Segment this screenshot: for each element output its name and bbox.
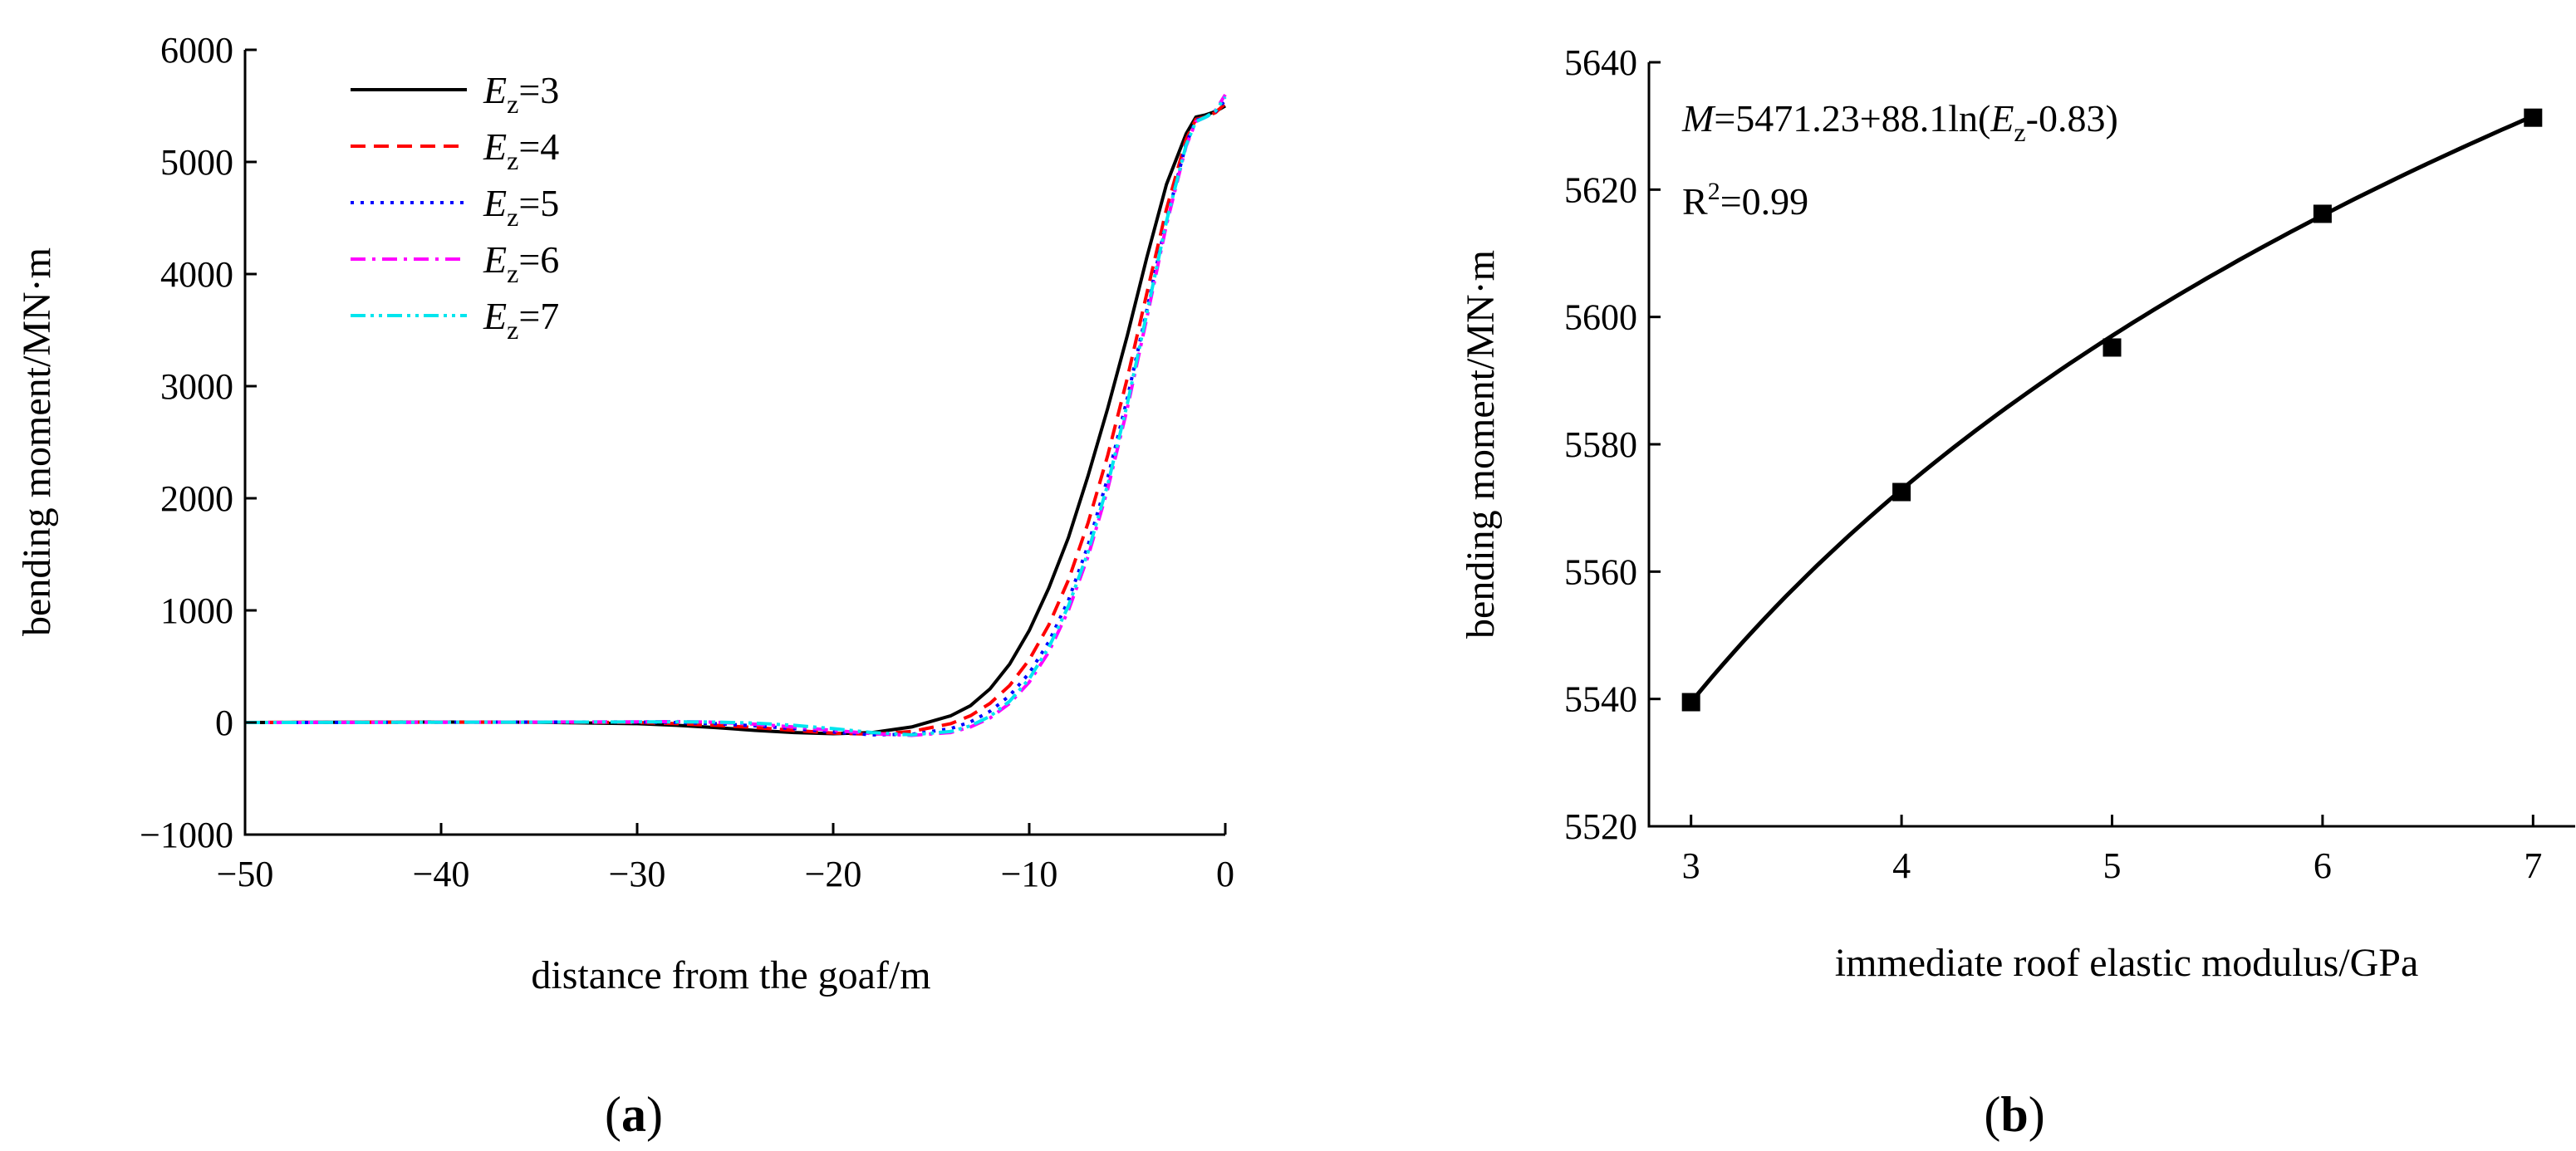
eq-var-e: E — [1990, 97, 2014, 140]
y-tick-label: 1000 — [160, 590, 233, 631]
x-tick-label: 7 — [2524, 845, 2542, 886]
y-tick-label: 2000 — [160, 478, 233, 519]
panel-a-chart: −1000 0 1000 2000 3000 4000 5000 6000 −50 −40 −30… — [15, 30, 1234, 1142]
panel-b-x-axis-title: immediate roof elastic modulus/GPa — [1835, 941, 2419, 985]
panel-a-legend: Ez=3 Ez=4 Ez=5 Ez=6 Ez=7 — [351, 69, 559, 345]
legend-label-ez-5: Ez=5 — [483, 182, 559, 232]
panel-b-data-points — [1681, 108, 2543, 712]
panel-a-y-axis-title: bending moment/MN·m — [15, 247, 59, 636]
series-line-ez-4 — [244, 102, 1227, 737]
legend-label-ez-6: Ez=6 — [483, 238, 559, 288]
y-tick-label: −1000 — [140, 815, 233, 855]
y-tick-label: 5600 — [1564, 297, 1637, 338]
y-tick-label: 5560 — [1564, 551, 1637, 592]
data-point-marker — [2524, 108, 2543, 127]
r2-exp: 2 — [1708, 178, 1720, 205]
x-tick-label: 4 — [1892, 845, 1911, 886]
panel-b-fit-equation: M=5471.23+88.1ln(Ez-0.83) — [1681, 97, 2118, 147]
panel-a-y-ticks: −1000 0 1000 2000 3000 4000 5000 6000 — [140, 30, 257, 855]
y-tick-label: 0 — [215, 703, 233, 743]
r2-base: R — [1682, 180, 1708, 223]
panel-a-x-ticks: −50 −40 −30 −20 −10 0 — [217, 823, 1234, 894]
panel-b-fit-curve — [1689, 114, 2534, 704]
legend-label-ez-4: Ez=4 — [483, 125, 559, 175]
eq-mid: =5471.23+88.1ln( — [1714, 97, 1990, 140]
legend-label-ez-3: Ez=3 — [483, 69, 559, 119]
eq-var-m: M — [1681, 97, 1716, 140]
x-tick-label: 0 — [1216, 854, 1234, 894]
panel-b-r-squared: R2=0.99 — [1682, 178, 1808, 223]
panel-b-x-ticks: 3 4 5 6 7 — [1682, 815, 2542, 886]
y-tick-label: 5000 — [160, 142, 233, 183]
series-line-ez-7 — [244, 96, 1227, 737]
panel-b-chart: 5520 5540 5560 5580 5600 5620 5640 3 4 5 6 7 immed… — [1459, 42, 2575, 1142]
panel-b-y-axis-title: bending moment/MN·m — [1459, 250, 1503, 639]
x-tick-label: −40 — [413, 854, 470, 894]
x-tick-label: 3 — [1682, 845, 1700, 886]
x-tick-label: −20 — [805, 854, 862, 894]
y-tick-label: 4000 — [160, 254, 233, 295]
eq-end: -0.83) — [2026, 97, 2118, 140]
legend-label-ez-7: Ez=7 — [483, 295, 559, 345]
x-tick-label: −30 — [609, 854, 666, 894]
panel-a-series-lines — [244, 93, 1227, 737]
x-tick-label: −10 — [1001, 854, 1058, 894]
y-tick-label: 5620 — [1564, 169, 1637, 210]
eq-sub-z: z — [2014, 117, 2025, 147]
y-tick-label: 3000 — [160, 366, 233, 407]
data-point-marker — [2313, 204, 2332, 223]
panel-b-y-ticks: 5520 5540 5560 5580 5600 5620 5640 — [1564, 42, 1661, 847]
panel-a-x-axis-title: distance from the goaf/m — [531, 953, 930, 997]
panel-a-axes — [243, 50, 1225, 836]
y-tick-label: 5580 — [1564, 424, 1637, 465]
series-line-ez-5 — [244, 99, 1227, 737]
series-line-ez-6 — [244, 93, 1227, 737]
panel-b-label: (b) — [1984, 1087, 2044, 1142]
r2-value: =0.99 — [1720, 180, 1808, 223]
y-tick-label: 5640 — [1564, 42, 1637, 83]
series-line-ez-3 — [244, 104, 1226, 736]
y-tick-label: 6000 — [160, 30, 233, 71]
panel-a-label-letter: a — [621, 1087, 646, 1142]
y-tick-label: 5540 — [1564, 679, 1637, 720]
y-tick-label: 5520 — [1564, 806, 1637, 847]
data-point-marker — [1892, 482, 1911, 502]
x-tick-label: −50 — [217, 854, 274, 894]
x-tick-label: 5 — [2103, 845, 2122, 886]
data-point-marker — [2103, 338, 2122, 357]
panel-b-label-letter: b — [2000, 1087, 2028, 1142]
panel-b-axes — [1647, 62, 2575, 828]
x-tick-label: 6 — [2313, 845, 2332, 886]
data-point-marker — [1681, 693, 1700, 712]
panel-a-label: (a) — [605, 1087, 663, 1142]
